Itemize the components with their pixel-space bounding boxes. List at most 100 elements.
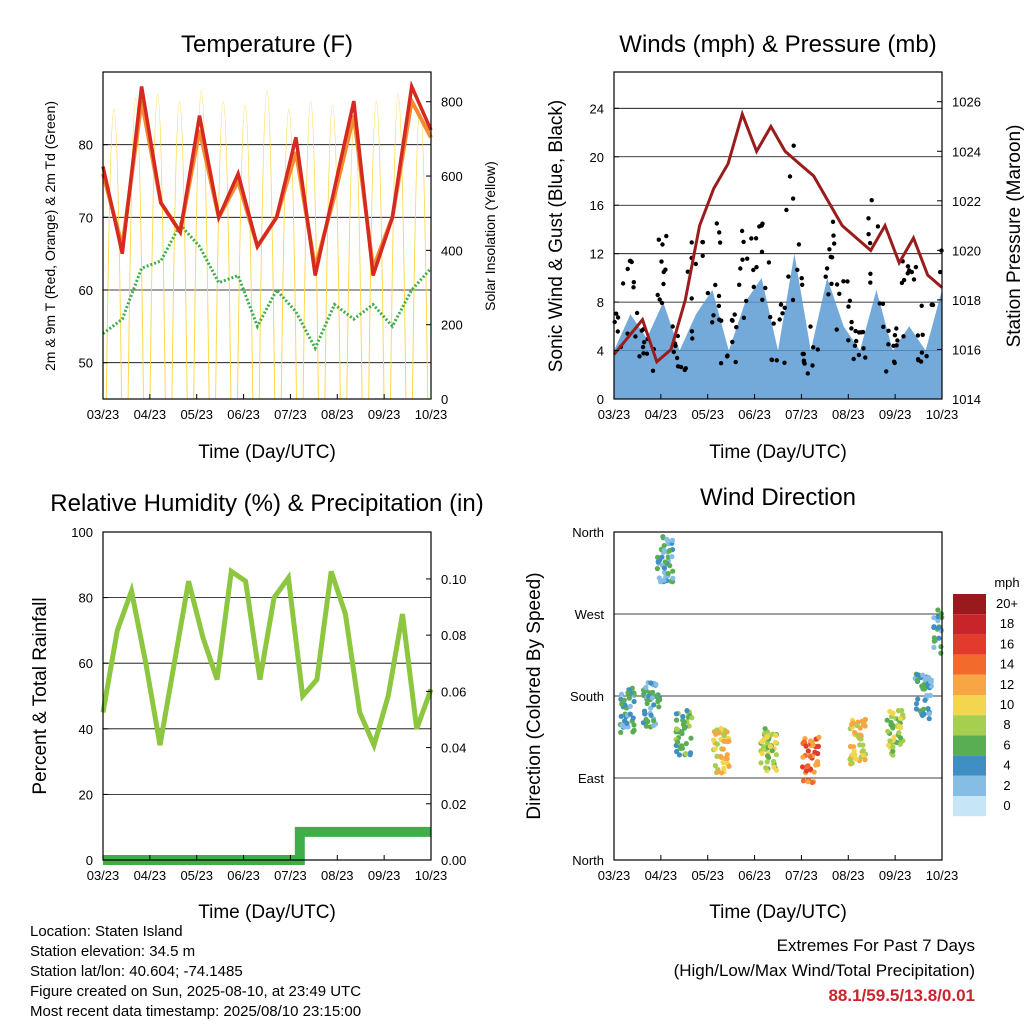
direction-point <box>890 748 896 754</box>
gust-dot <box>759 249 765 254</box>
direction-cluster <box>847 716 869 767</box>
direction-point <box>654 566 661 572</box>
direction-point <box>773 752 780 758</box>
gust-dot <box>826 292 831 297</box>
direction-point <box>931 635 937 641</box>
direction-point <box>618 729 624 736</box>
x-tick-label: 07/23 <box>274 407 307 422</box>
x-tick-label: 09/23 <box>879 868 912 883</box>
direction-point <box>938 644 944 650</box>
gust-dot <box>920 332 925 337</box>
direction-point <box>670 568 676 574</box>
gust-dot <box>660 242 665 247</box>
y-tick-label-left: South <box>570 689 604 704</box>
y-tick-label-left: 8 <box>597 295 604 310</box>
winds-panel: Winds (mph) & Pressure (mb) 03/23 04/23 05… <box>546 31 1024 463</box>
y-tick-label-right: 0.02 <box>441 797 466 812</box>
station-info: Location: Staten Island Station elevatio… <box>30 922 361 1022</box>
direction-point <box>711 737 717 743</box>
direction-point <box>761 744 767 750</box>
gust-dot <box>884 369 889 374</box>
gust-dot <box>782 305 787 310</box>
direction-point <box>655 554 661 561</box>
x-tick-label: 08/23 <box>321 868 354 883</box>
direction-point <box>914 672 921 678</box>
extremes-box: Extremes For Past 7 Days (High/Low/Max W… <box>674 933 975 1008</box>
gust-dot <box>786 274 791 279</box>
gust-dot <box>741 239 746 245</box>
gust-dot <box>700 253 705 258</box>
gust-dot <box>938 269 943 275</box>
gust-dot <box>856 352 862 358</box>
direction-point <box>771 758 777 765</box>
gust-dot <box>693 261 698 267</box>
y-tick-label-right: 1024 <box>952 144 981 159</box>
direction-point <box>803 743 809 749</box>
x-tick-label: 09/23 <box>879 407 912 422</box>
y-tick-label-right: 0.00 <box>441 853 466 868</box>
direction-point <box>773 732 779 739</box>
gust-dot <box>615 315 621 320</box>
y-tick-label-left: West <box>575 607 605 622</box>
direction-point <box>720 759 726 766</box>
gust-dot <box>777 317 782 322</box>
direction-point <box>920 672 926 678</box>
direction-point <box>773 767 780 773</box>
legend-label: 14 <box>1000 657 1014 672</box>
gust-dot <box>891 359 897 364</box>
direction-point <box>862 716 869 723</box>
gust-dot <box>737 282 742 287</box>
direction-point <box>860 752 866 758</box>
y-tick-label-left: 0 <box>597 392 604 407</box>
direction-point <box>686 723 692 729</box>
gust-dot <box>808 324 813 329</box>
gust-dot <box>866 216 871 221</box>
direction-point <box>891 734 897 740</box>
direction-point <box>935 607 941 613</box>
direction-point <box>658 579 664 585</box>
gust-dot <box>861 346 866 351</box>
direction-point <box>669 537 676 543</box>
direction-point <box>885 728 891 735</box>
winds-title: Winds (mph) & Pressure (mb) <box>619 31 936 58</box>
direction-cluster <box>711 725 732 776</box>
gust-dot <box>730 339 735 345</box>
gust-dot <box>875 224 881 229</box>
x-tick-label: 06/23 <box>738 868 771 883</box>
direction-point <box>800 764 806 770</box>
gust-dot <box>689 329 695 334</box>
direction-point <box>659 554 665 560</box>
gust-dot <box>768 314 773 320</box>
gust-dot <box>790 196 796 201</box>
humidity-xlabel: Time (Day/UTC) <box>198 902 336 923</box>
legend-swatch <box>953 796 986 817</box>
direction-point <box>626 695 632 701</box>
gust-dot <box>639 328 644 333</box>
y-tick-label-left: 70 <box>79 210 93 225</box>
direction-point <box>860 748 866 754</box>
direction-cluster <box>640 680 663 730</box>
y-tick-label-left: 4 <box>597 344 604 359</box>
direction-point <box>624 720 630 726</box>
direction-xlabel: Time (Day/UTC) <box>709 902 847 923</box>
gust-dot <box>790 297 796 303</box>
speed-legend: mph 20+ 18 16 14 12 10 8 6 4 2 0 <box>953 575 1020 817</box>
direction-point <box>816 734 822 740</box>
direction-point <box>653 681 659 688</box>
gust-dot <box>655 292 660 298</box>
gust-dot <box>801 360 807 365</box>
direction-point <box>680 721 687 728</box>
direction-point <box>858 736 864 742</box>
gust-dot <box>846 338 851 343</box>
x-tick-label: 06/23 <box>227 868 260 883</box>
legend-label: 20+ <box>996 596 1018 611</box>
gust-dot <box>771 321 776 326</box>
direction-point <box>683 751 689 757</box>
temperature-title: Temperature (F) <box>181 31 353 58</box>
gust-dot <box>620 281 626 286</box>
gust-dot <box>827 247 832 252</box>
legend-swatch <box>953 674 986 695</box>
gust-dot <box>796 242 802 247</box>
direction-point <box>630 729 636 735</box>
direction-point <box>712 763 719 769</box>
